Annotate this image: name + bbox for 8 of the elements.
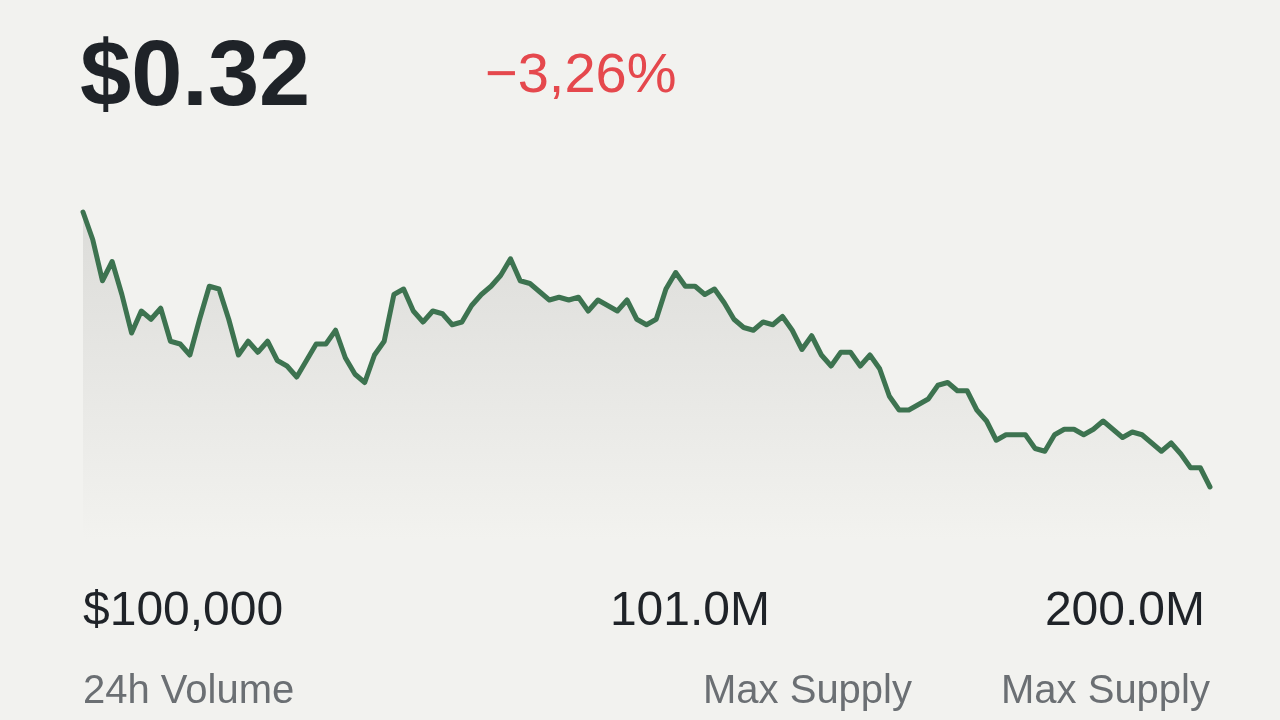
text: 101.0M	[609, 582, 770, 635]
text: $100,000	[83, 582, 284, 635]
text: Max Supply	[1001, 667, 1210, 711]
text: Max Supply	[703, 667, 912, 711]
text: 24h Volume	[83, 667, 295, 711]
chart-subtitle: −3,26%	[485, 41, 677, 104]
text: 200.0M	[1044, 582, 1205, 635]
chart-title: $0.32	[80, 22, 311, 124]
